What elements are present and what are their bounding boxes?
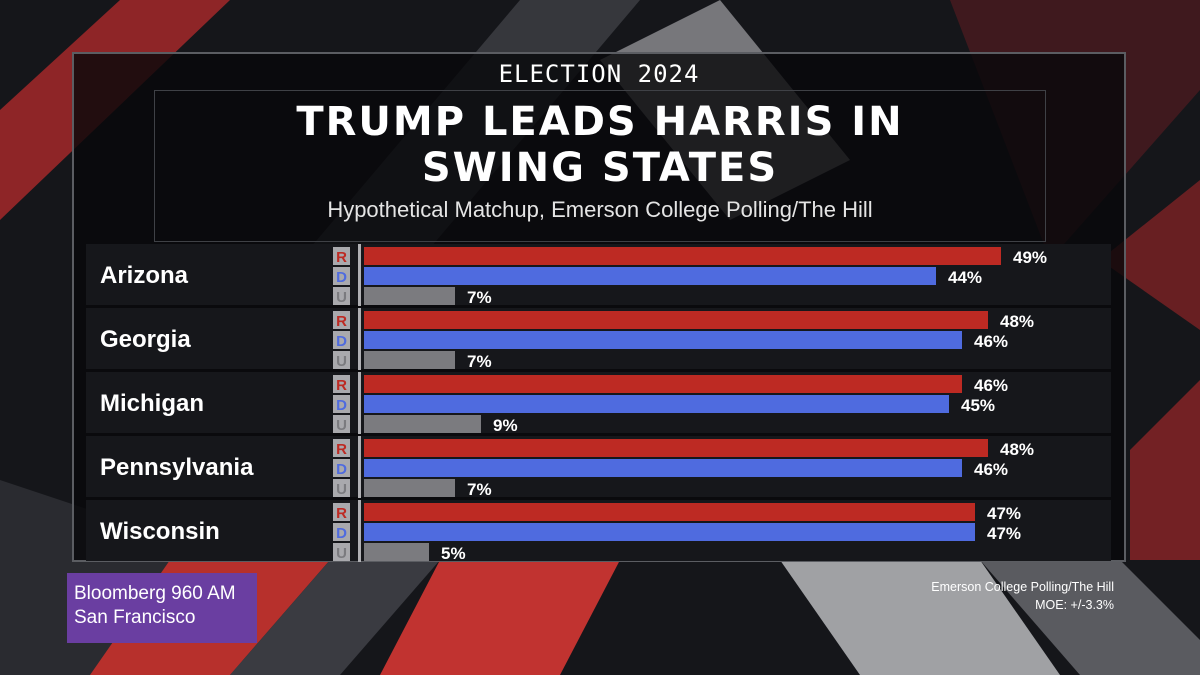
axis-baseline — [358, 372, 361, 434]
chart-kicker: ELECTION 2024 — [498, 60, 700, 88]
party-badge-letter: D — [336, 269, 347, 286]
bar-r — [364, 439, 988, 457]
party-badge-letter: R — [336, 249, 347, 266]
party-badge — [333, 375, 350, 393]
party-badge — [333, 415, 350, 433]
bar-u — [364, 287, 455, 305]
party-badge-letter: R — [336, 377, 347, 394]
axis-baseline — [358, 308, 361, 370]
value-label: 48% — [1000, 312, 1034, 331]
bar-r — [364, 247, 1001, 265]
title-box: TRUMP LEADS HARRIS IN SWING STATES Hypot… — [154, 90, 1046, 242]
bar-d — [364, 395, 949, 413]
party-badge — [333, 439, 350, 457]
bar-u — [364, 351, 455, 369]
source-text: Emerson College Polling/The Hill — [931, 580, 1114, 594]
bar-u — [364, 479, 455, 497]
value-label: 44% — [948, 268, 982, 287]
party-badge — [333, 543, 350, 561]
party-badge-letter: U — [336, 289, 347, 306]
bar-r — [364, 375, 962, 393]
party-badge-letter: R — [336, 313, 347, 330]
party-badge-letter: U — [336, 417, 347, 434]
logo-line-1: Bloomberg 960 AM — [74, 583, 236, 604]
value-label: 46% — [974, 460, 1008, 479]
state-label: Arizona — [100, 262, 189, 289]
party-badge — [333, 479, 350, 497]
axis-baseline — [358, 244, 361, 306]
moe-text: MOE: +/-3.3% — [1035, 598, 1114, 612]
value-label: 48% — [1000, 440, 1034, 459]
party-badge-letter: D — [336, 333, 347, 350]
party-badge — [333, 267, 350, 285]
bar-d — [364, 331, 962, 349]
party-badge-letter: R — [336, 441, 347, 458]
bar-d — [364, 459, 962, 477]
bar-r — [364, 503, 975, 521]
party-badge-letter: D — [336, 397, 347, 414]
value-label: 46% — [974, 332, 1008, 351]
value-label: 9% — [493, 416, 518, 435]
logo-line-2: San Francisco — [74, 607, 196, 628]
state-label: Michigan — [100, 390, 204, 417]
party-badge-letter: U — [336, 545, 347, 562]
value-label: 46% — [974, 376, 1008, 395]
party-badge-letter: D — [336, 461, 347, 478]
axis-baseline — [358, 500, 361, 562]
party-badge-letter: U — [336, 353, 347, 370]
value-label: 47% — [987, 524, 1021, 543]
bar-d — [364, 523, 975, 541]
value-label: 7% — [467, 352, 492, 371]
party-badge — [333, 523, 350, 541]
party-badge-letter: R — [336, 505, 347, 522]
party-badge — [333, 311, 350, 329]
chart-subtitle: Hypothetical Matchup, Emerson College Po… — [327, 197, 873, 222]
party-badge — [333, 351, 350, 369]
bar-u — [364, 415, 481, 433]
party-badge — [333, 287, 350, 305]
station-logo: Bloomberg 960 AM San Francisco — [67, 573, 257, 643]
party-badge — [333, 459, 350, 477]
value-label: 47% — [987, 504, 1021, 523]
state-label: Wisconsin — [100, 518, 220, 545]
value-label: 7% — [467, 480, 492, 499]
party-badge-letter: D — [336, 525, 347, 542]
bar-d — [364, 267, 936, 285]
value-label: 5% — [441, 544, 466, 563]
state-label: Georgia — [100, 326, 191, 353]
value-label: 49% — [1013, 248, 1047, 267]
axis-baseline — [358, 436, 361, 498]
value-label: 45% — [961, 396, 995, 415]
value-label: 7% — [467, 288, 492, 307]
party-badge — [333, 247, 350, 265]
chart-title: TRUMP LEADS HARRIS IN SWING STATES — [296, 99, 904, 191]
source-note: Emerson College Polling/The Hill MOE: +/… — [931, 578, 1114, 614]
party-badge-letter: U — [336, 481, 347, 498]
bar-u — [364, 543, 429, 561]
state-label: Pennsylvania — [100, 454, 254, 481]
bar-r — [364, 311, 988, 329]
party-badge — [333, 331, 350, 349]
party-badge — [333, 395, 350, 413]
party-badge — [333, 503, 350, 521]
